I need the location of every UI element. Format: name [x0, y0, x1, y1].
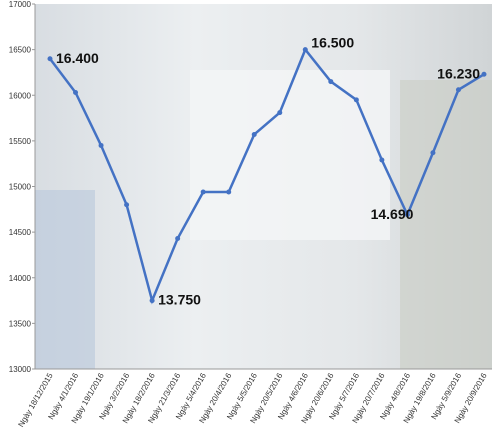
point — [455, 87, 461, 93]
point — [302, 47, 308, 53]
y-tick-label: 17000 — [9, 0, 32, 9]
value-label: 13.750 — [158, 292, 201, 308]
point — [328, 79, 334, 85]
value-label: 14.690 — [371, 206, 414, 222]
person-shape — [400, 80, 492, 369]
y-tick-label: 14000 — [9, 274, 32, 283]
point — [353, 97, 359, 103]
point — [251, 131, 257, 137]
y-tick-label: 16000 — [9, 91, 32, 100]
point — [124, 202, 130, 208]
y-tick-label: 13500 — [9, 319, 32, 328]
point — [379, 157, 385, 163]
y-tick-label: 15500 — [9, 137, 32, 146]
pump-shape — [190, 70, 390, 240]
value-label: 16.500 — [311, 35, 354, 51]
point — [430, 150, 436, 156]
point — [200, 189, 206, 195]
value-label: 16.230 — [437, 65, 480, 81]
point — [175, 236, 181, 242]
y-tick-label: 14500 — [9, 228, 32, 237]
point — [149, 298, 155, 304]
point — [226, 189, 232, 195]
point — [98, 142, 104, 148]
person-shape — [35, 190, 95, 369]
point — [47, 56, 53, 62]
y-tick-label: 16500 — [9, 46, 32, 55]
y-tick-label: 15000 — [9, 183, 32, 192]
point — [277, 110, 283, 116]
line — [49, 47, 485, 305]
point — [404, 212, 410, 218]
x-tick-label: Ngày 18/12/2015 — [16, 371, 55, 429]
point — [73, 90, 79, 96]
point — [481, 71, 487, 77]
y-tick-label: 13000 — [9, 365, 32, 374]
value-label: 16.400 — [56, 50, 99, 66]
